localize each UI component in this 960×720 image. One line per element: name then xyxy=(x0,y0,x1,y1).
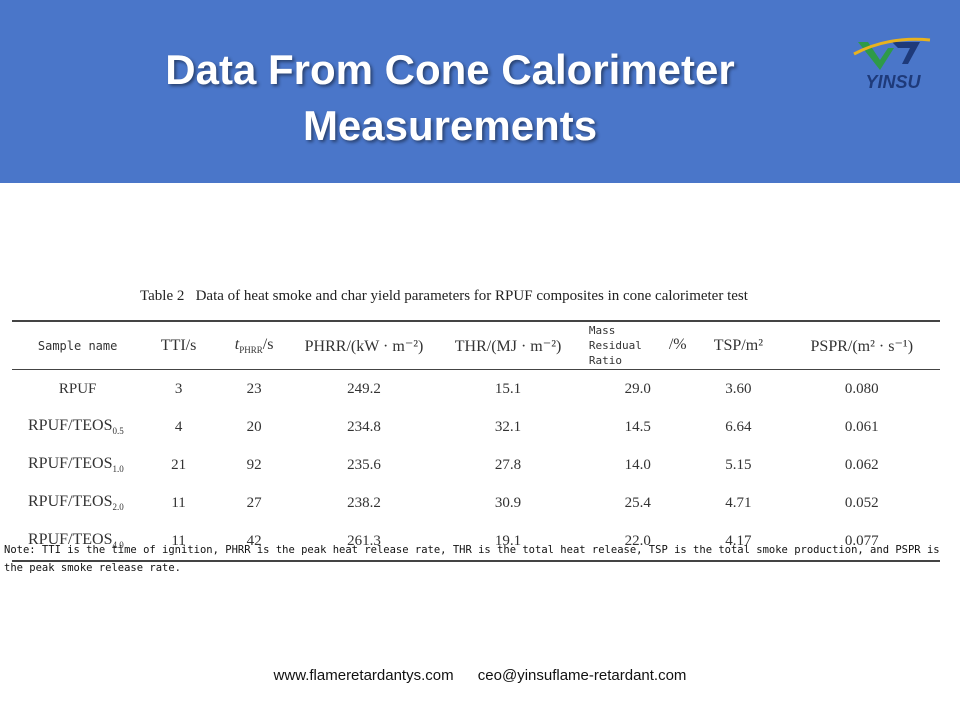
table-cell: 0.077 xyxy=(783,522,940,562)
table-cell: 11 xyxy=(171,494,186,511)
column-header: TSP/m² xyxy=(693,320,784,370)
table-cell: 3 xyxy=(174,380,183,397)
table-cell: 238.2 xyxy=(347,494,381,511)
table-cell: 22.0 xyxy=(582,522,694,562)
table-note: Note: TTI is the time of ignition, PHRR … xyxy=(4,544,940,574)
table-cell: 6.64 xyxy=(725,418,752,435)
table-cell: 20 xyxy=(246,418,262,435)
table-cell: 11 xyxy=(143,522,214,562)
table-cell: 261.3 xyxy=(294,522,434,562)
table-cell: 4.71 xyxy=(725,494,752,511)
table-cell: 29.0 xyxy=(624,380,651,397)
table-cell: 4 xyxy=(174,418,183,435)
column-header: PSPR/(m² · s⁻¹) xyxy=(783,320,940,370)
header-row: Sample name TTI/s tPHRR/s PHRR/(kW · m⁻²) TH… xyxy=(12,320,940,370)
sample-name: RPUF xyxy=(58,380,97,397)
sample-name: RPUF/TEOS xyxy=(28,455,113,473)
header-text: t xyxy=(234,335,240,353)
table-row: RPUF/TEOS2.0 11 27 238.2 30.9 25.4 4.71 0.052 xyxy=(12,484,940,522)
header-text: Mass Residual Ratio xyxy=(588,324,642,367)
table-cell: 0.061 xyxy=(844,418,879,435)
table-cell: 15.1 xyxy=(494,380,522,397)
sample-name: RPUF/TEOS xyxy=(28,531,113,549)
sample-subscript: 4.0 xyxy=(112,540,124,551)
sample-subscript: 0.5 xyxy=(112,426,124,437)
table-cell: 23 xyxy=(246,380,262,397)
slide-title: Data From Cone Calorimeter Measurements xyxy=(0,42,900,154)
sample-cell: RPUF/TEOS2.0 xyxy=(12,484,143,522)
header-tail: /s xyxy=(262,335,274,353)
table-cell: 3.60 xyxy=(725,380,752,397)
table-cell: 4.17 xyxy=(693,522,784,562)
table-row: RPUF/TEOS1.0 21 92 235.6 27.8 14.0 5.15 0.062 xyxy=(12,446,940,484)
title-line: Data From Cone Calorimeter xyxy=(165,46,735,93)
table-cell: 235.6 xyxy=(347,456,381,473)
table-cell: 25.4 xyxy=(624,494,651,511)
data-table: Sample name TTI/s tPHRR/s PHRR/(kW · m⁻²) TH… xyxy=(12,320,940,562)
column-header: TTI/s xyxy=(143,320,214,370)
logo-mark xyxy=(853,37,931,70)
email: ceo@yinsuflame-retardant.com xyxy=(477,667,687,684)
sample-cell: RPUF/TEOS4.0 xyxy=(12,522,144,562)
table-cell: 14.5 xyxy=(624,418,651,435)
table-row: RPUF/TEOS0.5 4 20 234.8 32.1 14.5 6.64 0.061 xyxy=(12,408,940,446)
table-cell: 249.2 xyxy=(347,380,381,397)
sample-subscript: 2.0 xyxy=(112,502,124,513)
sample-cell: RPUF/TEOS1.0 xyxy=(12,446,143,484)
column-header: Mass Residual Ratio /% xyxy=(582,320,694,370)
table-cell: 0.062 xyxy=(844,456,879,473)
table-row: RPUF 3 23 249.2 15.1 29.0 3.60 0.080 xyxy=(12,370,940,409)
column-header: Sample name xyxy=(12,320,144,370)
table-row: RPUF/TEOS4.0 11 42 261.3 19.1 22.0 4.17 0.077 xyxy=(12,522,940,562)
table-cell: 32.1 xyxy=(494,418,522,435)
table-cell: 30.9 xyxy=(494,494,522,511)
sample-subscript: 1.0 xyxy=(112,464,124,475)
column-header: PHRR/(kW · m⁻²) xyxy=(294,320,434,370)
table-cell: 27 xyxy=(246,494,262,511)
table-cell: 14.0 xyxy=(624,456,651,473)
table-cell: 19.1 xyxy=(433,522,583,562)
table-cell: 234.8 xyxy=(347,418,381,435)
header-subscript: PHRR xyxy=(239,345,263,356)
table-cell: 92 xyxy=(246,456,262,473)
table-cell: 42 xyxy=(213,522,295,562)
table-body: RPUF 3 23 249.2 15.1 29.0 3.60 0.080 RPUF/TEOS0.… xyxy=(12,370,940,562)
table-cell: 0.080 xyxy=(844,380,879,397)
logo-text: YINSU xyxy=(865,72,921,92)
table-cell: 27.8 xyxy=(494,456,522,473)
sample-cell: RPUF xyxy=(12,370,143,409)
header-band xyxy=(0,0,960,183)
table-cell: 21 xyxy=(171,456,187,473)
column-header: tPHRR/s xyxy=(213,320,295,370)
table-caption: Table 2 Data of heat smoke and char yiel… xyxy=(140,288,748,304)
footer: www.flameretardantys.com ceo@yinsuflame-… xyxy=(0,667,960,684)
sample-name: RPUF/TEOS xyxy=(28,493,113,511)
table-cell: 5.15 xyxy=(725,456,752,473)
header-tail: /% xyxy=(668,336,687,354)
sample-cell: RPUF/TEOS0.5 xyxy=(12,408,143,446)
title-line: Measurements xyxy=(302,102,598,149)
table-cell: 0.052 xyxy=(844,494,879,511)
website: www.flameretardantys.com xyxy=(273,667,454,684)
sample-name: RPUF/TEOS xyxy=(28,417,113,435)
column-header: THR/(MJ · m⁻²) xyxy=(433,320,583,370)
